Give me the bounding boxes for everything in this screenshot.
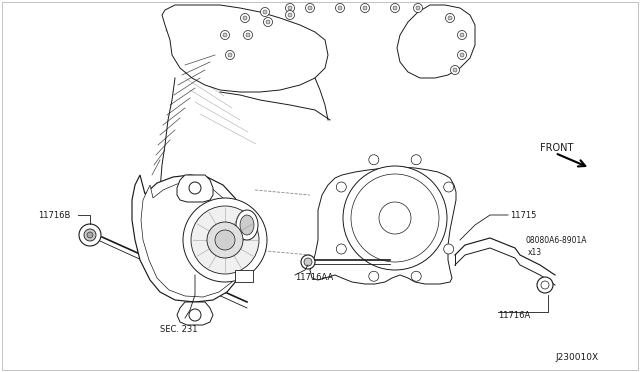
Text: 11716B: 11716B (38, 211, 70, 219)
Circle shape (263, 10, 267, 14)
Text: SEC. 231: SEC. 231 (160, 326, 198, 334)
Circle shape (369, 155, 379, 165)
Circle shape (451, 65, 460, 74)
Circle shape (458, 31, 467, 39)
Circle shape (444, 182, 454, 192)
Circle shape (246, 33, 250, 37)
Circle shape (241, 13, 250, 22)
Ellipse shape (236, 210, 258, 240)
Polygon shape (141, 182, 241, 297)
Circle shape (260, 7, 269, 16)
Circle shape (460, 53, 464, 57)
Circle shape (228, 53, 232, 57)
Circle shape (288, 13, 292, 17)
Circle shape (412, 271, 421, 281)
Circle shape (343, 166, 447, 270)
Text: 11716A: 11716A (498, 311, 531, 320)
Circle shape (225, 51, 234, 60)
Bar (235, 270, 253, 282)
Circle shape (84, 229, 96, 241)
Circle shape (360, 3, 369, 13)
Text: x13: x13 (528, 247, 542, 257)
Circle shape (338, 6, 342, 10)
Polygon shape (310, 167, 456, 284)
Text: 11715: 11715 (510, 211, 536, 219)
Circle shape (183, 198, 267, 282)
Circle shape (308, 6, 312, 10)
Circle shape (541, 281, 549, 289)
Text: 11716AA: 11716AA (295, 273, 333, 282)
Circle shape (335, 3, 344, 13)
Circle shape (336, 244, 346, 254)
Circle shape (266, 20, 270, 24)
Circle shape (285, 10, 294, 19)
Polygon shape (162, 5, 328, 92)
Circle shape (379, 202, 411, 234)
Circle shape (243, 31, 253, 39)
Circle shape (223, 33, 227, 37)
Circle shape (458, 51, 467, 60)
Circle shape (288, 6, 292, 10)
Circle shape (393, 6, 397, 10)
Circle shape (537, 277, 553, 293)
Polygon shape (177, 302, 213, 325)
Circle shape (413, 3, 422, 13)
Circle shape (215, 230, 235, 250)
Circle shape (264, 17, 273, 26)
Polygon shape (132, 175, 247, 302)
Circle shape (285, 3, 294, 13)
Circle shape (445, 13, 454, 22)
Text: J230010X: J230010X (555, 353, 598, 362)
Circle shape (301, 255, 315, 269)
Circle shape (87, 232, 93, 238)
Circle shape (79, 224, 101, 246)
Circle shape (207, 222, 243, 258)
Text: 08080A6-8901A: 08080A6-8901A (525, 235, 586, 244)
Circle shape (336, 182, 346, 192)
Circle shape (453, 68, 457, 72)
Circle shape (305, 3, 314, 13)
Ellipse shape (240, 215, 254, 235)
Polygon shape (177, 175, 213, 202)
Circle shape (369, 271, 379, 281)
Text: FRONT: FRONT (540, 143, 573, 153)
Circle shape (363, 6, 367, 10)
Circle shape (191, 206, 259, 274)
Circle shape (448, 16, 452, 20)
Circle shape (412, 155, 421, 165)
Circle shape (460, 33, 464, 37)
Circle shape (304, 258, 312, 266)
Circle shape (243, 16, 247, 20)
Circle shape (390, 3, 399, 13)
Circle shape (351, 174, 439, 262)
Polygon shape (397, 5, 475, 78)
Circle shape (189, 309, 201, 321)
Circle shape (444, 244, 454, 254)
Circle shape (221, 31, 230, 39)
Circle shape (189, 182, 201, 194)
Circle shape (416, 6, 420, 10)
